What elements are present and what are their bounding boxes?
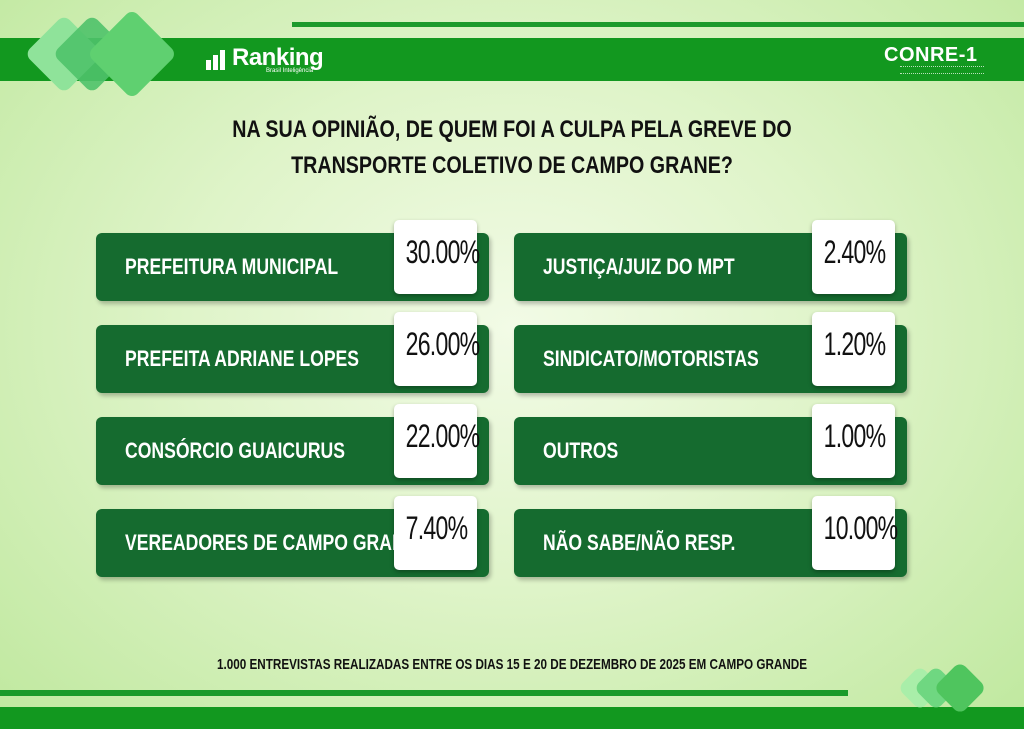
result-value-box: 22.00% bbox=[394, 404, 481, 478]
result-value-box: 30.00% bbox=[394, 220, 481, 294]
result-value: 26.00% bbox=[405, 326, 481, 362]
top-accent-line bbox=[292, 22, 1024, 27]
result-label: PREFEITURA MUNICIPAL bbox=[125, 254, 339, 279]
footer-band bbox=[0, 707, 1024, 729]
result-value-box: 1.20% bbox=[812, 312, 895, 386]
result-value: 2.40% bbox=[823, 234, 886, 270]
result-value: 7.40% bbox=[405, 510, 468, 546]
result-value-box: 2.40% bbox=[812, 220, 895, 294]
result-value: 22.00% bbox=[405, 418, 481, 454]
result-value: 1.20% bbox=[823, 326, 886, 362]
chart-title: NA SUA OPINIÃO, DE QUEM FOI A CULPA PELA… bbox=[232, 116, 792, 179]
result-value: 10.00% bbox=[823, 510, 899, 546]
result-label: OUTROS bbox=[543, 438, 619, 463]
result-label: VEREADORES DE CAMPO GRANDE bbox=[125, 530, 430, 555]
result-label: JUSTIÇA/JUIZ DO MPT bbox=[543, 254, 735, 279]
footnote: 1.000 ENTREVISTAS REALIZADAS ENTRE OS DI… bbox=[216, 656, 808, 673]
result-label: NÃO SABE/NÃO RESP. bbox=[543, 530, 736, 555]
result-value-box: 7.40% bbox=[394, 496, 477, 570]
result-label: CONSÓRCIO GUAICURUS bbox=[125, 438, 346, 463]
result-value-box: 1.00% bbox=[812, 404, 895, 478]
result-value-box: 10.00% bbox=[812, 496, 899, 570]
ranking-mark-icon bbox=[206, 50, 225, 70]
bottom-accent-line bbox=[0, 690, 848, 696]
result-label: PREFEITA ADRIANE LOPES bbox=[125, 346, 360, 371]
result-value: 30.00% bbox=[405, 234, 481, 270]
result-label: SINDICATO/MOTORISTAS bbox=[543, 346, 759, 371]
brand-tagline: Brasil Inteligência bbox=[266, 68, 314, 74]
result-value-box: 26.00% bbox=[394, 312, 481, 386]
partner-logo: CONRE-1 bbox=[884, 44, 978, 66]
result-value: 1.00% bbox=[823, 418, 886, 454]
partner-logo-fineprint bbox=[900, 66, 984, 74]
brand-name: Ranking bbox=[232, 44, 324, 71]
